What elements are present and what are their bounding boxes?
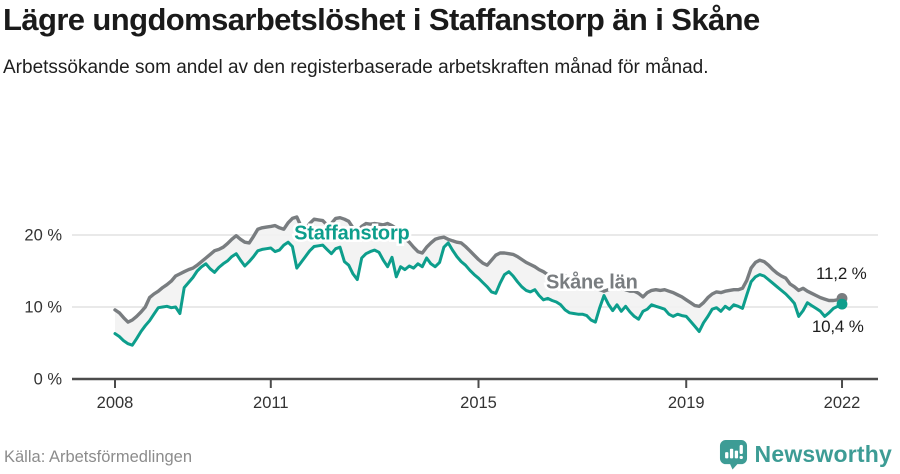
series-label-staffanstorp: Staffanstorp [294,223,409,245]
series-end-dot-staffanstorp [836,298,848,310]
y-tick-label: 0 % [34,371,63,389]
chart-header: Lägre ungdomsarbetslöshet i Staffanstorp… [3,0,883,81]
y-tick-label: 20 % [24,227,62,245]
brand-name: Newsworthy [754,441,892,467]
x-tick-label: 2022 [824,394,861,412]
x-tick-label: 2011 [253,394,288,412]
page-title: Lägre ungdomsarbetslöshet i Staffanstorp… [3,2,760,37]
newsworthy-chart-bubble-icon [719,440,747,470]
newsworthy-logo: Newsworthy [719,439,892,470]
series-label-skane: Skåne län [546,271,638,294]
source-note: Källa: Arbetsförmedlingen [4,448,193,466]
chart-subtitle: Arbetssökande som andel av den registerb… [3,57,709,78]
end-value-skane: 11,2 % [816,264,867,283]
series-band [115,217,842,346]
chart-footer: Källa: Arbetsförmedlingen Newsworthy [0,438,900,474]
x-tick-label: 2015 [460,394,497,412]
x-tick-label: 2019 [668,394,705,412]
series-line-staffanstorp [113,240,844,347]
y-tick-label: 10 % [24,299,62,317]
end-value-staffanstorp: 10,4 % [812,317,864,336]
x-tick-label: 2008 [97,394,134,412]
series-line-skane-lan [113,215,844,324]
